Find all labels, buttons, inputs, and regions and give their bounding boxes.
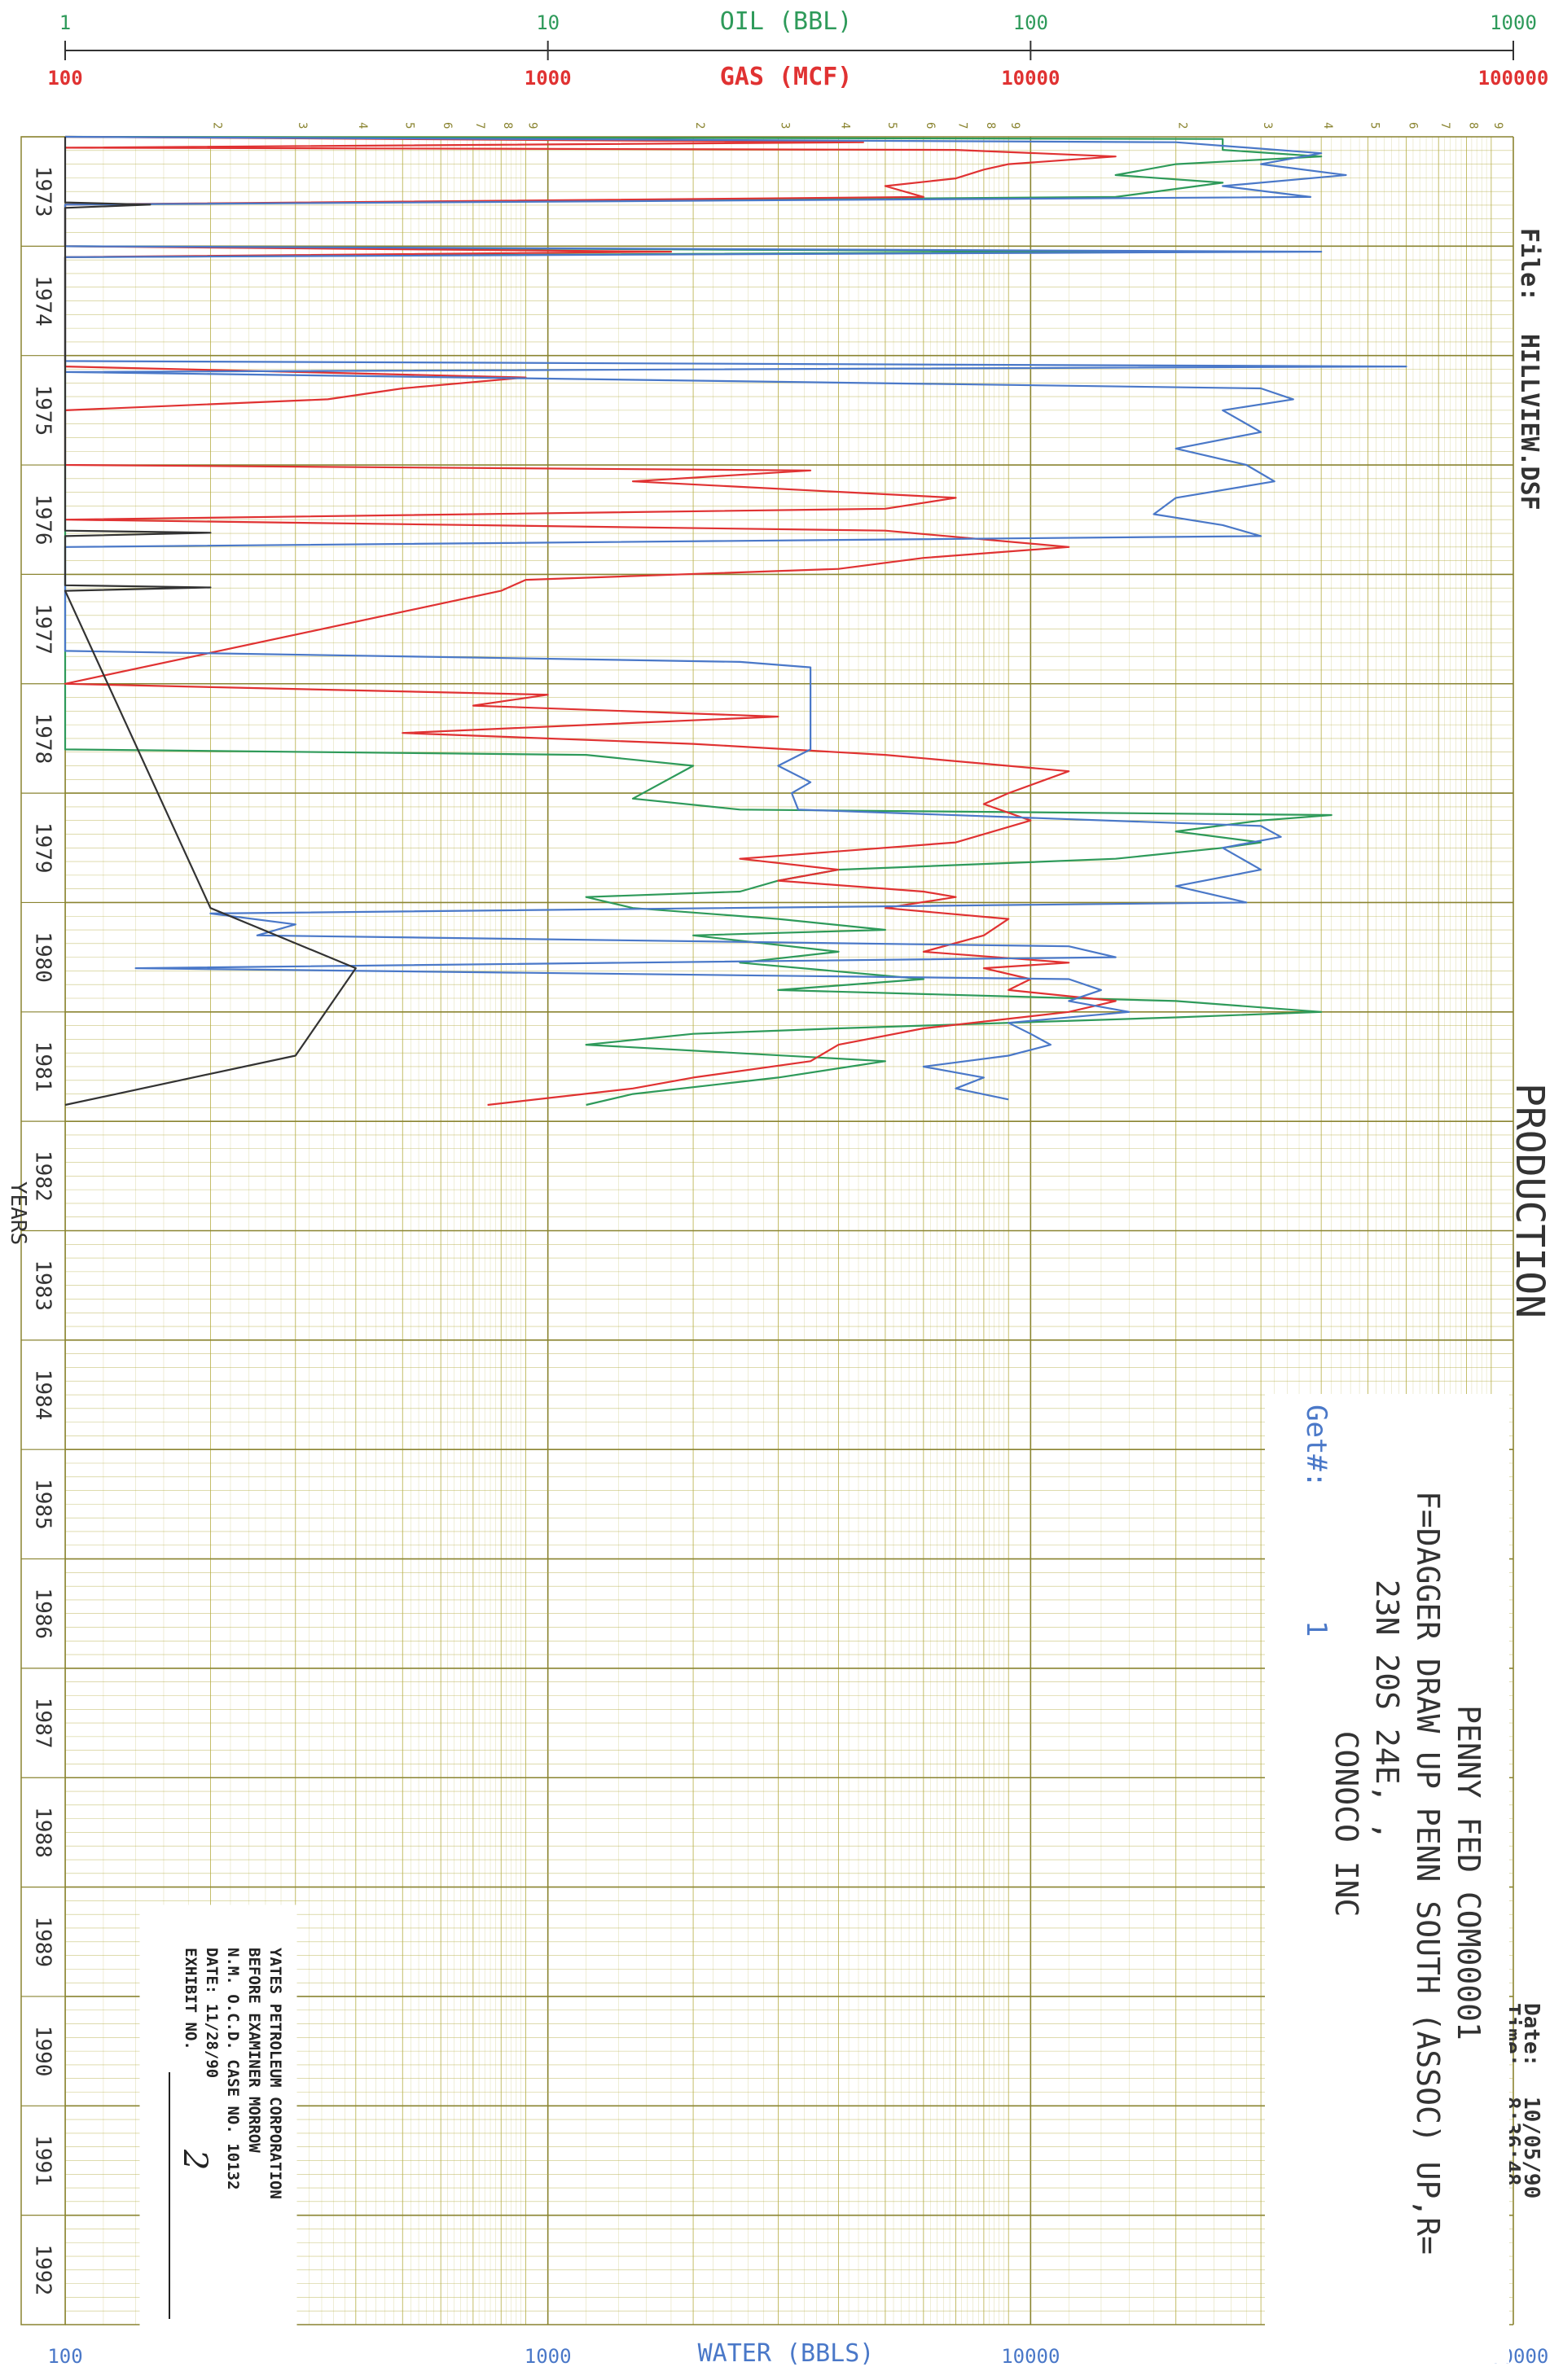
grid-digit-label: 2 — [1176, 122, 1189, 129]
exhibit-stamp: YATES PETROLEUM CORPORATION BEFORE EXAMI… — [139, 1904, 297, 2330]
stamp-examiner: BEFORE EXAMINER MORROW — [245, 1948, 263, 2153]
year-label-1992: 1992 — [31, 2245, 55, 2296]
grid-digit-label: 9 — [1491, 122, 1504, 129]
grid-digit-label: 3 — [778, 122, 791, 129]
grid-digit-label: 7 — [473, 122, 486, 129]
year-label-1990: 1990 — [31, 2026, 55, 2077]
year-label-1981: 1981 — [31, 1041, 55, 1093]
get-label: Get#: — [1300, 1405, 1333, 1488]
get-value: 1 — [1300, 1620, 1333, 1637]
grid-digit-label: 5 — [885, 122, 898, 129]
oil-tick-label: 1000 — [1490, 11, 1537, 34]
well-location: 23N 20S 24E, , — [1369, 1580, 1405, 1840]
year-label-1983: 1983 — [31, 1260, 55, 1311]
water-tick-label: 1000 — [525, 2345, 572, 2368]
well-name: PENNY FED COM00001 — [1451, 1705, 1486, 2040]
series-line-water-bbls — [64, 135, 1407, 1101]
year-label-1985: 1985 — [31, 1479, 55, 1530]
year-label-1987: 1987 — [31, 1698, 55, 1749]
grid-digit-label: 8 — [501, 122, 514, 129]
grid-digit-label: 6 — [1407, 122, 1420, 129]
series-layer — [64, 135, 1407, 1107]
year-label-1982: 1982 — [31, 1151, 55, 1202]
grid-digit-label: 4 — [838, 122, 851, 129]
year-axis: 1973 1974 1975 1976 1977 1978 1979 1980 1981 1982… — [20, 136, 66, 2325]
stamp-case: N.M. O.C.D. CASE NO. 10132 — [224, 1948, 242, 2189]
date-value: 10/05/90 — [1519, 2097, 1543, 2198]
grid-digit-label: 3 — [1261, 122, 1274, 129]
gas-tick-label: 1000 — [525, 67, 572, 90]
water-axis-title: WATER (BBLS) — [698, 2339, 875, 2368]
date-label: Date: — [1519, 2003, 1543, 2067]
water-tick-label: 10000 — [1001, 2345, 1060, 2368]
year-label-1974: 1974 — [31, 275, 55, 327]
grid-digit-label: 7 — [956, 122, 969, 129]
grid-digit-label: 5 — [1368, 122, 1381, 129]
oil-axis-title: OIL (BBL) — [720, 7, 853, 36]
gas-tick-label: 10000 — [1001, 67, 1060, 90]
water-tick-label: 100 — [47, 2345, 82, 2368]
year-label-1977: 1977 — [31, 603, 55, 655]
stamp-company: YATES PETROLEUM CORPORATION — [266, 1948, 284, 2199]
year-label-1978: 1978 — [31, 713, 55, 765]
year-label-1973: 1973 — [31, 166, 55, 217]
file-name: HILLVIEW.DSF — [1515, 334, 1543, 511]
grid-digit-label: 6 — [924, 122, 937, 129]
gas-tick-label: 100 — [47, 67, 82, 90]
grid-digit-label: 2 — [693, 122, 706, 129]
year-label-1980: 1980 — [31, 931, 55, 983]
top-axes: OIL (BBL) GAS (MCF) 1 100 10 1000 100 10000 10… — [47, 7, 1548, 91]
stamp-exhibit-number: 2 — [176, 2149, 213, 2170]
year-label-1984: 1984 — [31, 1370, 55, 1421]
gas-axis-title: GAS (MCF) — [720, 63, 853, 91]
oil-tick-label: 100 — [1013, 11, 1048, 34]
grid-digit-label: 6 — [441, 122, 454, 129]
production-label: PRODUCTION — [1507, 1083, 1552, 1318]
year-label-1988: 1988 — [31, 1807, 55, 1858]
stamp-date: DATE: 11/28/90 — [203, 1948, 221, 2078]
grid-digit-label: 4 — [1321, 122, 1334, 129]
grid-digit-label: 3 — [296, 122, 309, 129]
oil-tick-label: 10 — [536, 11, 560, 34]
grid-digit-label: 5 — [402, 122, 415, 129]
file-label: File: — [1515, 228, 1543, 301]
side-labels: File: HILLVIEW.DSF PRODUCTION Date: 10/0… — [1499, 228, 1552, 2198]
year-label-1975: 1975 — [31, 385, 55, 436]
oil-tick-label: 1 — [59, 11, 71, 34]
well-info-box: PENNY FED COM00001 F=DAGGER DRAW UP PENN… — [1265, 1394, 1509, 2363]
series-line-wells — [64, 137, 357, 1107]
grid-digit-label: 2 — [210, 122, 223, 129]
year-label-1991: 1991 — [31, 2135, 55, 2186]
well-operator: CONOCO INC — [1328, 1731, 1364, 1918]
year-label-1976: 1976 — [31, 494, 55, 546]
gas-tick-label: 100000 — [1478, 67, 1549, 90]
grid-digit-label: 4 — [356, 122, 369, 129]
grid-digit-label: 7 — [1438, 122, 1451, 129]
well-field: F=DAGGER DRAW UP PENN SOUTH (ASSOC) UP,R… — [1410, 1491, 1446, 2255]
stamp-exhibit: EXHIBIT NO. — [182, 1948, 200, 2050]
grid-digit-label: 8 — [984, 122, 997, 129]
year-label-1979: 1979 — [31, 822, 55, 874]
grid-digit-label: 9 — [1008, 122, 1021, 129]
grid-digit-label: 9 — [526, 122, 539, 129]
years-label: YEARS — [6, 1181, 30, 1245]
year-label-1986: 1986 — [31, 1588, 55, 1639]
year-label-1989: 1989 — [31, 1916, 55, 1967]
grid-digit-label: 8 — [1467, 122, 1480, 129]
